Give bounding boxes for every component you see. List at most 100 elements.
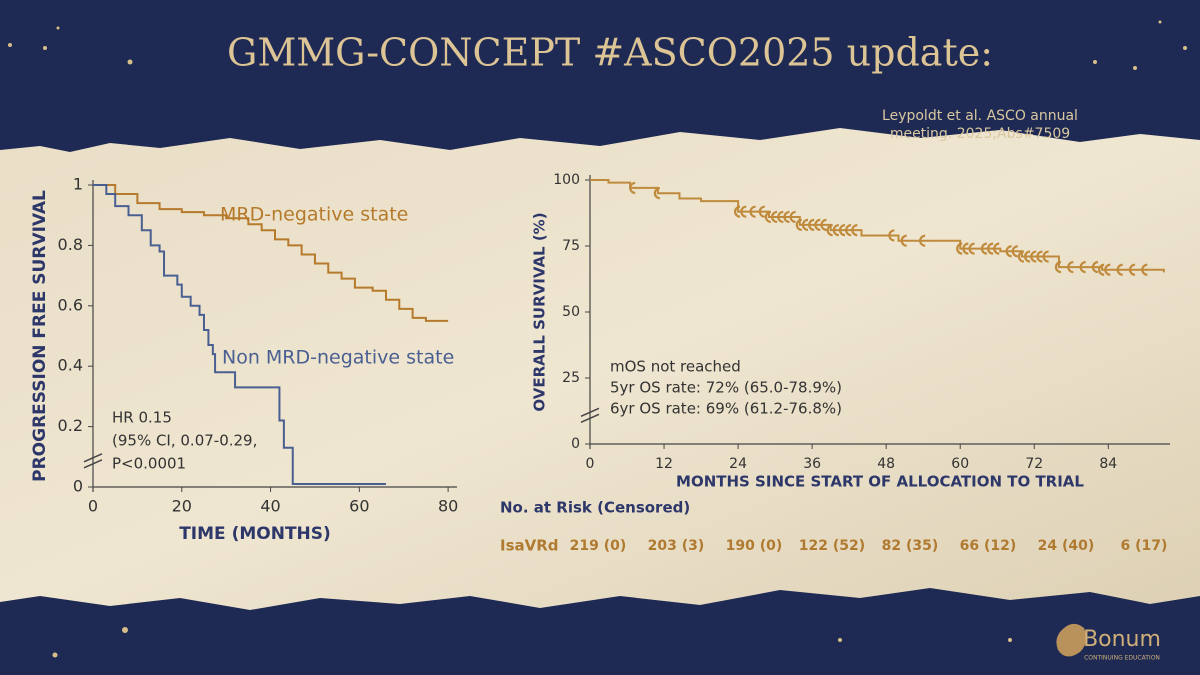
y-tick-label: 25 xyxy=(562,370,580,386)
censor-mark xyxy=(1079,261,1086,274)
series-label: Non MRD-negative state xyxy=(222,347,454,369)
y-tick-label: 50 xyxy=(562,304,580,320)
axis-break xyxy=(580,407,600,423)
survival-curve xyxy=(93,184,386,485)
censor-mark xyxy=(1098,263,1105,276)
censor-mark xyxy=(814,218,821,231)
annotation: (95% CI, 0.07-0.29, xyxy=(112,432,257,450)
y-tick-label: 0.4 xyxy=(58,356,83,375)
censor-mark xyxy=(795,218,802,231)
risk-count: 203 (3) xyxy=(648,538,705,554)
censor-mark xyxy=(838,224,846,237)
censor-mark xyxy=(1036,250,1043,263)
parchment xyxy=(0,128,1200,610)
x-tick-label: 60 xyxy=(349,497,369,516)
logo-name: Bonum xyxy=(1083,627,1161,652)
x-tick-label: 0 xyxy=(88,497,98,516)
y-tick-label: 75 xyxy=(562,238,580,254)
censor-mark xyxy=(771,210,778,224)
censor-mark xyxy=(900,234,907,247)
censor-mark xyxy=(1054,261,1062,274)
y-tick-label: 100 xyxy=(553,172,580,188)
annotation: P<0.0001 xyxy=(112,455,186,473)
risk-count: 82 (35) xyxy=(882,538,939,554)
stars xyxy=(8,20,1187,658)
censor-mark xyxy=(993,242,1000,255)
survival-curve xyxy=(93,184,449,322)
censor-mark xyxy=(629,181,636,195)
y-tick-label: 0.2 xyxy=(58,416,83,435)
x-tick-label: 36 xyxy=(803,456,821,472)
y-tick-label: 0.6 xyxy=(58,295,83,314)
x-tick-label: 24 xyxy=(729,456,747,472)
censor-mark xyxy=(968,242,975,255)
risk-count: 122 (52) xyxy=(799,538,865,554)
censor-mark xyxy=(1116,263,1123,276)
x-tick-label: 12 xyxy=(655,456,673,472)
censor-mark xyxy=(1091,261,1099,274)
censor-mark xyxy=(758,205,765,218)
censor-mark xyxy=(1067,261,1074,274)
censor-mark xyxy=(888,229,895,242)
x-tick-label: 40 xyxy=(260,497,280,516)
censor-mark xyxy=(1017,250,1025,263)
annotation: HR 0.15 xyxy=(112,409,172,427)
censor-mark xyxy=(801,218,809,231)
censor-mark xyxy=(956,242,963,255)
censor-mark xyxy=(919,234,926,247)
censor-mark xyxy=(789,210,796,224)
censor-mark xyxy=(1030,250,1037,263)
x-tick-label: 80 xyxy=(438,497,458,516)
censor-mark xyxy=(832,224,839,237)
series-label: MRD-negative state xyxy=(220,204,408,226)
axis-break xyxy=(83,453,103,469)
citation: Leypoldt et al. ASCO annual xyxy=(882,108,1078,124)
x-tick-label: 48 xyxy=(877,456,895,472)
x-tick-label: 72 xyxy=(1025,456,1043,472)
risk-count: 6 (17) xyxy=(1121,538,1168,554)
censor-mark xyxy=(820,218,827,231)
y-tick-label: 0 xyxy=(73,477,83,496)
logo-tagline: CONTINUING EDUCATION xyxy=(1084,655,1160,662)
censor-mark xyxy=(962,242,969,255)
x-axis-label: TIME (MONTHS) xyxy=(179,524,331,544)
censor-mark xyxy=(1024,250,1031,263)
censor-mark xyxy=(1011,245,1018,258)
x-tick-label: 0 xyxy=(586,456,595,472)
censor-mark xyxy=(740,205,747,218)
y-tick-label: 0.8 xyxy=(58,235,83,254)
censor-mark xyxy=(734,205,741,218)
censor-mark xyxy=(749,205,756,218)
censor-mark xyxy=(1128,263,1136,276)
censor-mark xyxy=(1104,263,1111,276)
censor-mark xyxy=(1042,250,1049,263)
censor-mark xyxy=(845,224,852,237)
annotation: 5yr OS rate: 72% (65.0-78.9%) xyxy=(610,379,842,397)
censor-mark xyxy=(808,218,815,231)
censor-mark xyxy=(980,242,988,255)
risk-count: 190 (0) xyxy=(726,538,783,554)
censor-mark xyxy=(653,187,661,200)
annotation: 6yr OS rate: 69% (61.2-76.8%) xyxy=(610,400,842,418)
x-tick-label: 20 xyxy=(172,497,192,516)
risk-count: 66 (12) xyxy=(960,538,1017,554)
censor-mark xyxy=(987,242,994,255)
x-tick-label: 60 xyxy=(951,456,969,472)
y-tick-label: 0 xyxy=(571,436,580,452)
slide-title: GMMG-CONCEPT #ASCO2025 update: xyxy=(227,31,993,75)
censor-mark xyxy=(851,224,858,237)
risk-count: 24 (40) xyxy=(1038,538,1095,554)
risk-count: 219 (0) xyxy=(570,538,627,554)
y-axis-label: PROGRESSION FREE SURVIVAL xyxy=(30,190,50,482)
y-axis-label: OVERALL SURVIVAL (%) xyxy=(531,212,549,411)
censor-mark xyxy=(826,224,833,237)
censor-mark xyxy=(777,210,784,224)
citation: meeting. 2025;Abs#7509 xyxy=(890,126,1070,142)
censor-mark xyxy=(783,210,790,224)
y-tick-label: 1 xyxy=(73,175,83,194)
x-axis-label: MONTHS SINCE START OF ALLOCATION TO TRIA… xyxy=(676,473,1084,491)
x-tick-label: 84 xyxy=(1099,456,1117,472)
censor-mark xyxy=(764,210,772,224)
